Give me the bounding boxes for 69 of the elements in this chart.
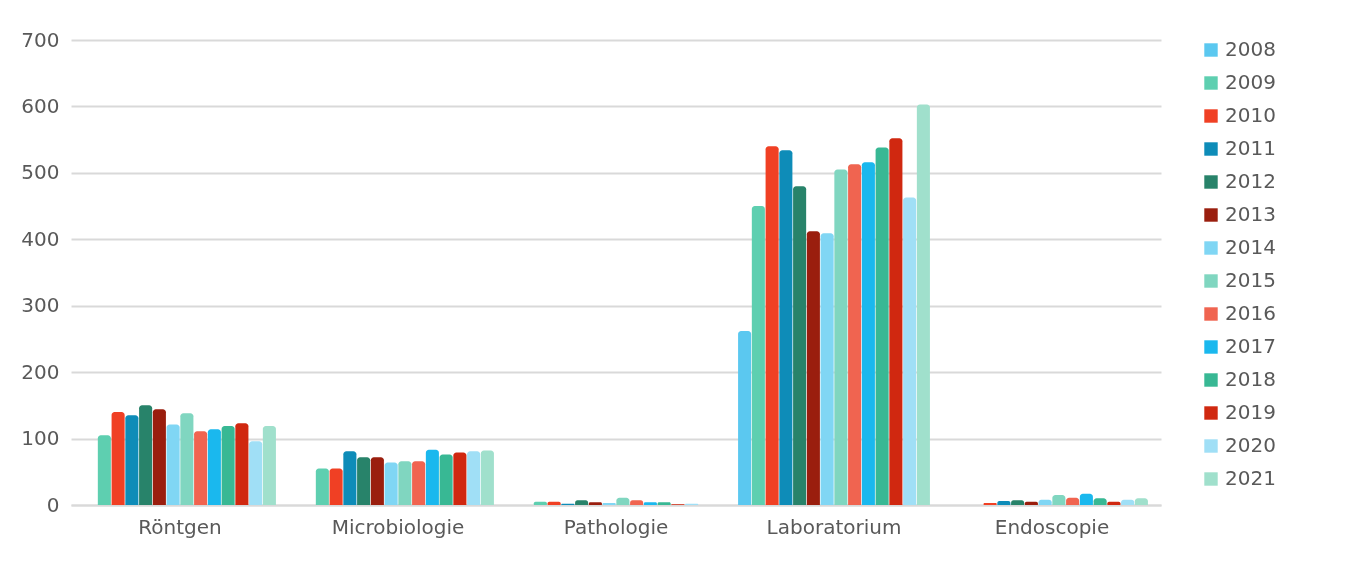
bar <box>180 413 194 505</box>
legend-label: 2014 <box>1225 235 1276 259</box>
legend-label: 2012 <box>1225 169 1276 193</box>
bar <box>166 424 180 505</box>
bar <box>207 429 221 505</box>
bar <box>412 461 426 505</box>
y-tick-label: 0 <box>46 492 60 517</box>
bar <box>357 457 371 505</box>
bar <box>221 425 235 505</box>
bar <box>1079 493 1093 505</box>
bar <box>480 450 494 505</box>
legend-label: 2020 <box>1225 433 1276 457</box>
legend-label: 2009 <box>1225 70 1276 94</box>
legend-label: 2018 <box>1225 367 1276 391</box>
bar <box>139 405 153 505</box>
bar <box>467 451 481 505</box>
bar <box>398 461 412 505</box>
bar <box>903 197 917 505</box>
bar <box>848 164 862 505</box>
bar <box>834 169 848 505</box>
bar <box>738 330 752 505</box>
legend-label: 2021 <box>1225 466 1276 490</box>
bar <box>235 423 249 505</box>
x-tick-label: Endoscopie <box>994 514 1110 539</box>
x-tick-label: Röntgen <box>138 514 222 539</box>
bar <box>820 233 834 505</box>
bar <box>765 146 779 505</box>
bar <box>889 138 903 505</box>
bar <box>111 412 125 505</box>
y-tick-label: 300 <box>21 293 60 318</box>
bar <box>751 206 765 505</box>
bar <box>370 457 384 505</box>
bar <box>125 415 139 505</box>
x-tick-label: Microbiologie <box>331 514 465 539</box>
bar <box>97 435 111 505</box>
legend-label: 2017 <box>1225 334 1276 358</box>
y-tick-label: 100 <box>21 426 60 451</box>
bar <box>315 468 329 505</box>
y-tick-label: 700 <box>21 27 60 52</box>
bar <box>806 231 820 505</box>
y-tick-label: 200 <box>21 359 60 384</box>
y-tick-label: 500 <box>21 160 60 185</box>
bar <box>249 441 263 505</box>
bar <box>1052 495 1066 505</box>
y-tick-label: 600 <box>21 93 60 118</box>
bar <box>916 104 930 505</box>
bar <box>194 431 208 505</box>
bar <box>152 409 166 505</box>
bar <box>329 468 343 505</box>
bar <box>453 452 467 505</box>
legend-label: 2015 <box>1225 268 1276 292</box>
legend-label: 2010 <box>1225 103 1276 127</box>
bar <box>875 147 889 505</box>
x-tick-label: Pathologie <box>563 514 669 539</box>
bar <box>425 449 439 505</box>
legend-label: 2016 <box>1225 301 1276 325</box>
y-tick-label: 400 <box>21 226 60 251</box>
legend-label: 2011 <box>1225 136 1276 160</box>
bar <box>262 425 276 505</box>
bar <box>779 150 793 505</box>
legend-label: 2019 <box>1225 400 1276 424</box>
bar <box>439 454 453 505</box>
bar <box>793 186 807 505</box>
x-tick-label: Laboratorium <box>766 514 902 539</box>
bar <box>861 162 875 505</box>
legend-label: 2013 <box>1225 202 1276 226</box>
legend-label: 2008 <box>1225 37 1276 61</box>
bar <box>343 451 357 505</box>
bar <box>384 462 398 505</box>
